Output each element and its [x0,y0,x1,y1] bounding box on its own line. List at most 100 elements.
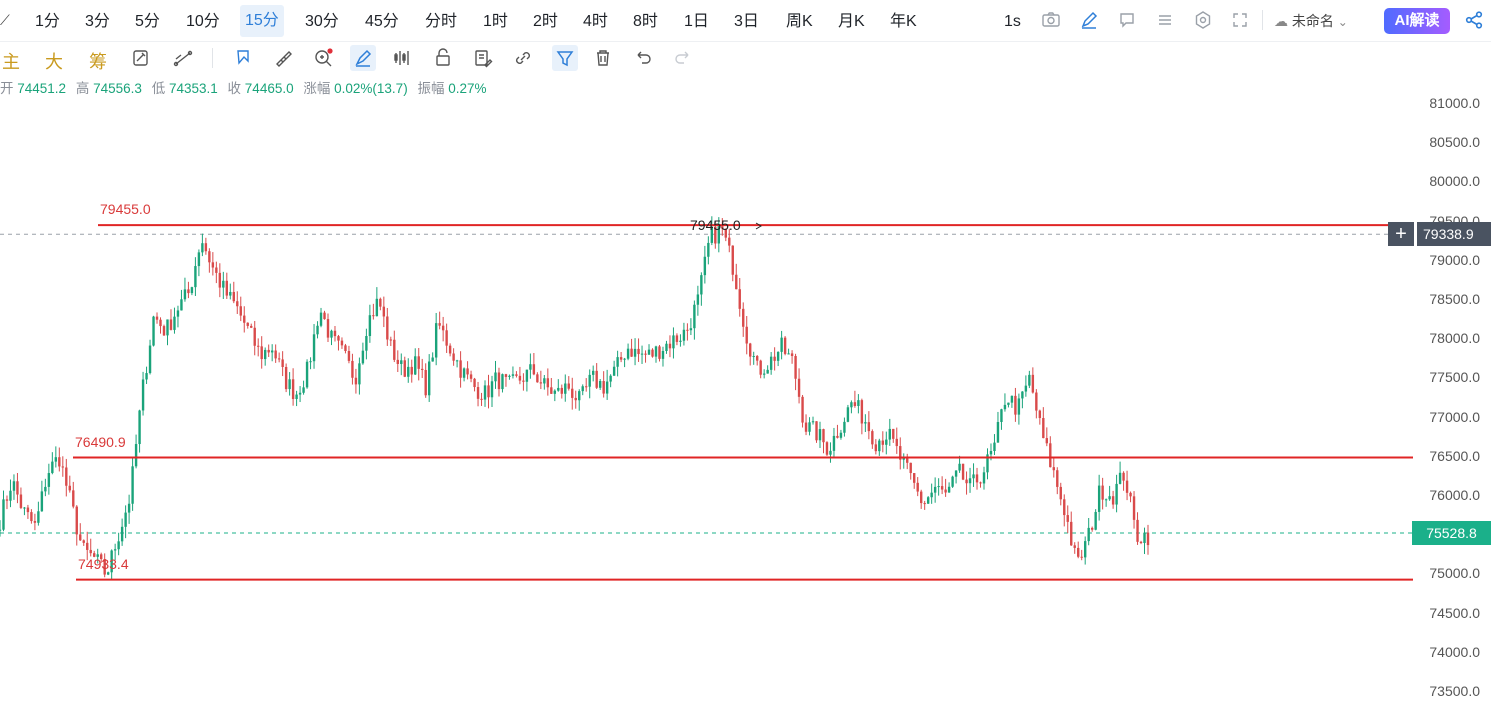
chips-button[interactable]: 筹 [89,52,107,72]
candle-body [152,316,155,346]
candle-body [466,368,469,375]
timeframe-13[interactable]: 3日 [734,13,759,30]
price-tick: 77000.0 [1429,408,1480,425]
timeframe-14[interactable]: 周K [786,13,813,30]
timeframe-15[interactable]: 月K [838,13,865,30]
candle-body [372,315,375,317]
zoom-icon[interactable] [310,45,336,71]
candle-body [881,440,885,445]
candle-body [752,356,755,358]
workspace-dropdown[interactable]: ☁ 未命名 ⌄ [1274,10,1348,32]
change-value: 0.02%(13.7) [334,81,408,96]
redo-icon[interactable] [670,45,696,71]
candle-body [780,337,783,352]
candle-body [550,387,553,394]
timeframe-6[interactable]: 45分 [365,13,399,30]
candle-body [595,370,598,388]
candle-body [403,360,406,377]
candle-body [386,316,389,340]
candle-body [612,366,616,376]
timeframe-7[interactable]: 分时 [425,13,458,30]
candle-body [1136,519,1139,542]
magnet-icon[interactable] [350,45,376,71]
timeframe-4[interactable]: 15分 [240,5,284,37]
candle-body [783,337,787,354]
candle-body [358,363,361,385]
low-label: 低 [151,81,166,96]
edit-list-icon[interactable] [470,45,496,71]
candle-body [480,398,483,400]
candle-body [804,422,808,432]
high-label: 高 [75,81,90,96]
candle-body [270,350,274,353]
timeframe-2[interactable]: 5分 [135,13,160,30]
candles-icon[interactable] [390,45,416,71]
candle-body [717,226,721,244]
candle-body [222,280,225,288]
timeframe-0[interactable]: 1分 [35,13,60,30]
fullscreen-icon[interactable] [1229,9,1251,31]
ai-interpret-button[interactable]: AI解读 [1384,8,1450,34]
draw-tool-icon[interactable] [128,45,154,71]
candle-body [731,245,734,275]
candle-body [787,353,790,355]
candle-body [382,306,386,317]
select-icon[interactable] [230,45,256,71]
candlestick-chart[interactable] [0,96,1491,717]
candle-body [745,326,748,344]
share-icon[interactable] [1463,9,1485,31]
candle-body [647,349,651,355]
candle-body [267,349,270,353]
cloud-icon: ☁ [1274,13,1288,29]
candle-body [1139,541,1143,544]
candle-body [253,327,256,346]
plus-icon[interactable]: + [1388,222,1414,247]
undo-icon[interactable] [630,45,656,71]
timeframe-5[interactable]: 30分 [305,13,339,30]
link-icon[interactable] [510,45,536,71]
candle-body [1108,496,1111,500]
level-label: 76490.9 [75,433,126,450]
lock-icon[interactable] [430,45,456,71]
candle-body [707,242,710,257]
settings-icon[interactable] [1192,9,1214,31]
candle-body [106,572,110,575]
candle-body [379,298,382,307]
list-icon[interactable] [1154,9,1176,31]
candle-body [155,316,159,320]
candle-body [609,375,612,382]
camera-icon[interactable] [1040,9,1062,31]
candle-body [885,439,888,445]
candle-body [630,348,633,357]
candle-body [968,478,972,484]
candle-body [532,364,536,375]
pen-icon[interactable] [1078,9,1100,31]
main-indicator-button[interactable]: 主 [2,52,20,72]
timeframe-3[interactable]: 10分 [186,13,220,30]
candle-body [1003,404,1007,410]
timeframe-9[interactable]: 2时 [533,13,558,30]
comment-icon[interactable] [1116,9,1138,31]
ruler-icon[interactable] [270,45,296,71]
timeframe-1[interactable]: 3分 [85,13,110,30]
chevron-left-icon[interactable]: ⟋ [0,12,10,28]
candle-body [208,251,211,263]
candle-body [225,280,229,296]
price-tick: 80000.0 [1429,173,1480,190]
candle-body [906,458,909,463]
large-order-button[interactable]: 大 [45,52,63,72]
filter-icon[interactable] [552,45,578,71]
candle-body [1129,492,1132,497]
candle-body [899,446,902,460]
interval-button[interactable]: 1s [1004,13,1021,30]
trash-icon[interactable] [590,45,616,71]
candle-body [909,462,912,474]
trendline-icon[interactable] [170,45,196,71]
timeframe-11[interactable]: 8时 [633,13,658,30]
timeframe-16[interactable]: 年K [890,13,917,30]
timeframe-10[interactable]: 4时 [583,13,608,30]
candle-body [431,357,434,362]
candle-body [1042,418,1045,439]
timeframe-8[interactable]: 1时 [483,13,508,30]
timeframe-12[interactable]: 1日 [684,13,709,30]
